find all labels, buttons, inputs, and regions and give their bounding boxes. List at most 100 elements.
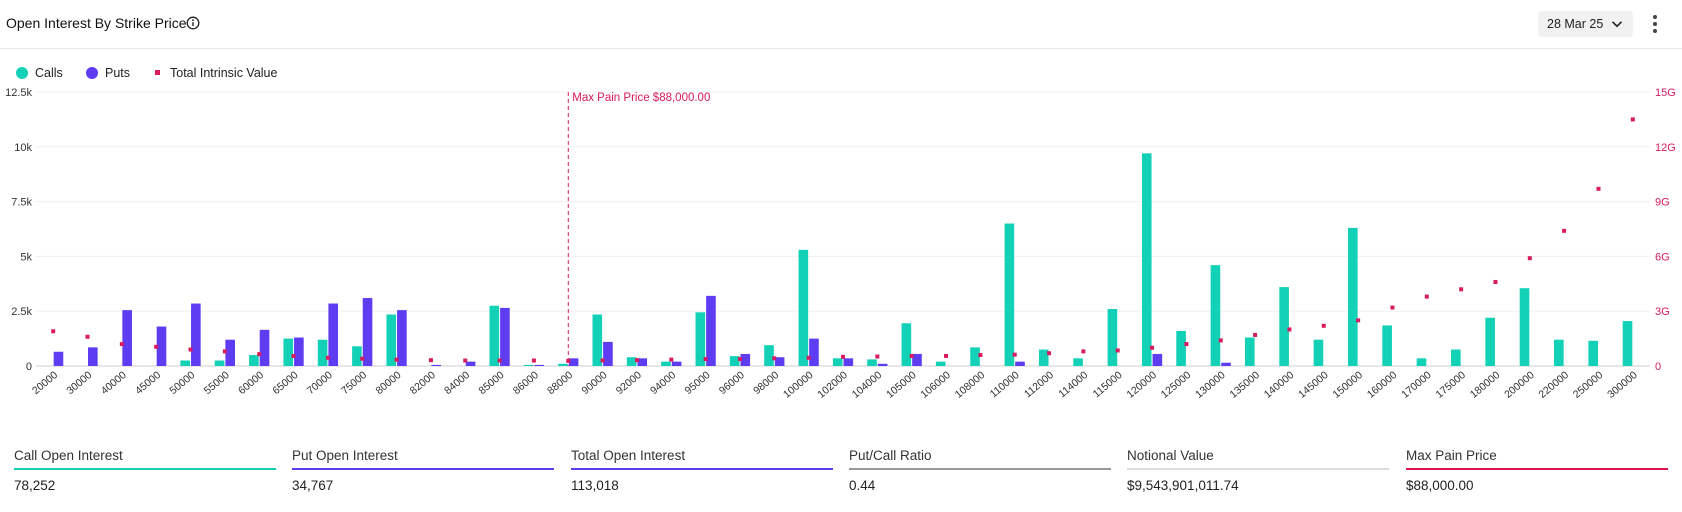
stat-max-pain-price: Max Pain Price $88,000.00	[1406, 448, 1668, 493]
x-tick-label: 102000	[815, 369, 850, 401]
puts-bar	[637, 358, 648, 366]
puts-bar	[53, 351, 64, 366]
stat-underline	[571, 468, 833, 470]
stat-label: Total Open Interest	[571, 448, 686, 463]
legend-item-tiv[interactable]: Total Intrinsic Value	[152, 65, 277, 81]
legend-item-puts[interactable]: Puts	[86, 65, 130, 81]
calls-bar	[1382, 325, 1392, 366]
tiv-point	[257, 352, 262, 357]
x-tick-label: 88000	[545, 369, 575, 397]
x-tick-label: 175000	[1433, 369, 1468, 401]
tiv-point	[772, 356, 777, 361]
tiv-point	[222, 349, 227, 354]
tiv-point	[1047, 351, 1052, 356]
stat-total-open-interest: Total Open Interest 113,018	[571, 448, 833, 493]
x-tick-label: 95000	[682, 369, 712, 397]
calls-bar	[626, 357, 637, 366]
puts-bar	[912, 353, 922, 366]
tiv-point	[841, 354, 845, 359]
chevron-down-icon	[1611, 21, 1623, 28]
legend-label-puts: Puts	[105, 66, 131, 80]
y-right-tick-label: 6G	[1655, 251, 1670, 263]
tiv-point	[1184, 342, 1189, 347]
x-tick-label: 40000	[99, 369, 129, 397]
y-left-tick-label: 7.5k	[11, 197, 32, 209]
puts-bar	[809, 338, 819, 366]
stat-notional-value: Notional Value $9,543,901,011.74	[1127, 448, 1389, 493]
stat-call-open-interest: Call Open Interest 78,252	[14, 448, 276, 493]
y-left-tick-label: 5k	[20, 251, 32, 263]
stat-value: $88,000.00	[1406, 478, 1474, 493]
puts-bar	[603, 341, 613, 366]
puts-bar	[88, 347, 98, 366]
calls-bar	[764, 345, 774, 366]
x-tick-label: 112000	[1022, 369, 1056, 400]
tiv-point	[119, 342, 124, 347]
calls-bar	[867, 359, 877, 366]
calls-bar	[970, 347, 980, 366]
calls-bar	[214, 360, 225, 366]
calls-swatch	[16, 67, 28, 79]
x-tick-label: 84000	[442, 369, 472, 397]
calls-bar	[489, 305, 500, 366]
chart-header: Open Interest By Strike Price 28 Mar 25	[0, 0, 1682, 49]
info-icon[interactable]	[186, 16, 200, 30]
puts-bar	[328, 303, 339, 366]
calls-bar	[1210, 265, 1221, 366]
tiv-point	[669, 357, 674, 362]
y-left-tick-label: 2.5k	[11, 306, 32, 318]
calls-bar	[1451, 349, 1461, 366]
tiv-point	[1321, 323, 1326, 328]
x-tick-label: 115000	[1091, 369, 1125, 400]
puts-bar	[1152, 353, 1163, 366]
x-tick-label: 160000	[1365, 369, 1400, 401]
legend-item-calls[interactable]: Calls	[16, 65, 63, 81]
stat-label: Max Pain Price	[1406, 448, 1497, 463]
x-tick-label: 86000	[511, 369, 541, 397]
stat-value: $9,543,901,011.74	[1127, 478, 1239, 493]
tiv-point	[1630, 117, 1635, 122]
puts-bar	[156, 326, 167, 366]
calls-bar	[832, 358, 843, 366]
stat-value: 113,018	[571, 478, 619, 493]
tiv-point	[51, 329, 56, 334]
stat-label: Notional Value	[1127, 448, 1214, 463]
puts-bar	[1221, 362, 1231, 366]
puts-bar	[191, 303, 201, 366]
x-tick-label: 105000	[884, 369, 919, 401]
x-tick-label: 92000	[614, 369, 644, 397]
tiv-point	[806, 355, 811, 360]
stat-value: 78,252	[14, 478, 56, 493]
calls-bar	[386, 314, 397, 366]
calls-bar	[1244, 337, 1255, 366]
x-tick-label: 150000	[1330, 369, 1365, 401]
x-tick-label: 30000	[64, 369, 94, 397]
x-tick-label: 106000	[918, 369, 953, 401]
stat-label: Put Open Interest	[292, 448, 398, 463]
tiv-point	[1012, 352, 1017, 357]
calls-bar	[1519, 288, 1530, 366]
stat-underline	[849, 468, 1111, 470]
tiv-point	[463, 358, 468, 363]
stat-underline	[1127, 468, 1389, 470]
tiv-point	[703, 357, 708, 362]
more-options-icon[interactable]	[1652, 14, 1658, 34]
calls-bar	[1416, 358, 1427, 366]
calls-bar	[1279, 287, 1289, 366]
stat-label: Put/Call Ratio	[849, 448, 932, 463]
tiv-point	[1596, 186, 1601, 191]
calls-bar	[695, 312, 706, 366]
tiv-point	[1218, 338, 1223, 343]
tiv-point	[875, 354, 880, 359]
stat-underline	[1406, 468, 1668, 470]
tiv-point	[1287, 327, 1292, 332]
expiry-date-select[interactable]: 28 Mar 25	[1538, 11, 1633, 37]
x-tick-label: 98000	[751, 369, 781, 397]
legend-label-tiv: Total Intrinsic Value	[170, 66, 278, 80]
puts-bar	[568, 358, 579, 366]
tiv-point	[154, 344, 159, 349]
puts-bar	[671, 361, 682, 366]
x-tick-label: 145000	[1296, 369, 1331, 401]
puts-bar	[774, 357, 785, 366]
